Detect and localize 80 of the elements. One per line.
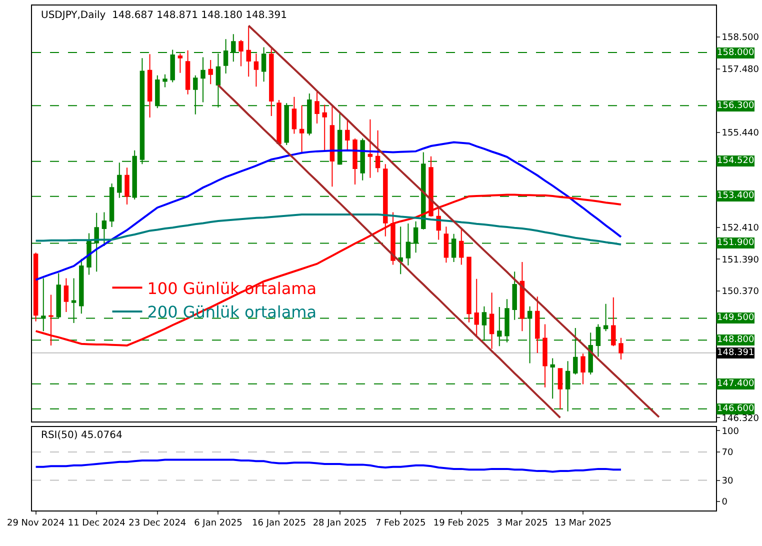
y-tick-label: 152.410 bbox=[722, 223, 760, 234]
candlestick bbox=[200, 56, 206, 103]
ref-line-label: 154.520 bbox=[717, 156, 754, 166]
candlestick bbox=[208, 60, 213, 85]
y-tick-label: 100 bbox=[722, 426, 740, 437]
y-tick-label: 155.440 bbox=[722, 128, 760, 139]
candlestick bbox=[466, 256, 472, 323]
ref-line-label: 146.600 bbox=[717, 404, 754, 414]
candlestick bbox=[558, 368, 563, 410]
ref-line-label: 147.400 bbox=[717, 379, 754, 389]
ref-line-label: 151.900 bbox=[717, 238, 754, 248]
y-tick-label: 150.370 bbox=[722, 287, 760, 298]
y-tick-label: 0 bbox=[722, 498, 728, 508]
candlestick bbox=[117, 162, 122, 198]
x-tick-label: 19 Feb 2025 bbox=[433, 518, 490, 528]
candlestick bbox=[330, 106, 335, 188]
y-tick-label: 70 bbox=[722, 448, 734, 458]
y-tick-label: 158.500 bbox=[722, 33, 760, 44]
y-tick-label: 146.320 bbox=[722, 414, 760, 424]
candlestick bbox=[276, 100, 282, 146]
candlestick bbox=[79, 258, 84, 314]
x-tick-label: 11 Dec 2024 bbox=[68, 518, 126, 528]
x-tick-label: 16 Jan 2025 bbox=[252, 518, 306, 528]
candlestick bbox=[299, 104, 304, 154]
candlestick bbox=[611, 296, 616, 347]
ref-line-label: 148.391 bbox=[717, 348, 754, 358]
candlestick bbox=[489, 292, 494, 350]
legend-label: 100 Günlük ortalama bbox=[147, 278, 317, 298]
x-tick-label: 29 Nov 2024 bbox=[6, 518, 65, 528]
candlestick bbox=[223, 38, 228, 74]
candlestick bbox=[352, 138, 358, 185]
ref-line-label: 149.500 bbox=[717, 313, 754, 323]
candlestick bbox=[459, 228, 464, 266]
candlestick bbox=[580, 353, 586, 385]
y-tick-label: 30 bbox=[722, 476, 734, 486]
candlestick bbox=[314, 91, 320, 124]
candlestick bbox=[520, 261, 525, 332]
candlestick bbox=[565, 360, 570, 412]
candlestick bbox=[64, 278, 69, 313]
candlestick bbox=[618, 337, 624, 360]
x-tick-label: 3 Mar 2025 bbox=[496, 518, 548, 528]
x-tick-label: 23 Dec 2024 bbox=[128, 518, 186, 528]
candlestick bbox=[162, 74, 168, 88]
candlestick bbox=[345, 120, 350, 150]
x-tick-label: 28 Jan 2025 bbox=[312, 518, 367, 528]
candlestick bbox=[178, 52, 183, 74]
candlestick bbox=[33, 252, 38, 322]
y-tick-label: 151.390 bbox=[722, 255, 760, 266]
x-tick-label: 6 Jan 2025 bbox=[194, 518, 242, 528]
x-tick-label: 13 Mar 2025 bbox=[554, 518, 612, 528]
candlestick bbox=[444, 226, 449, 264]
candlestick bbox=[542, 324, 548, 388]
candlestick bbox=[254, 52, 259, 88]
chart-title: RSI(50) 45.0764 bbox=[41, 430, 122, 441]
candlestick bbox=[238, 40, 244, 67]
ref-line-label: 148.800 bbox=[717, 335, 754, 345]
candlestick bbox=[170, 49, 175, 83]
candlestick bbox=[390, 212, 396, 266]
candlestick bbox=[269, 48, 274, 116]
candlestick bbox=[292, 96, 297, 134]
candlestick bbox=[421, 152, 426, 230]
candlestick bbox=[474, 278, 479, 337]
line-series bbox=[34, 141, 622, 281]
candlestick bbox=[185, 50, 190, 95]
candlestick bbox=[124, 167, 130, 205]
ref-line-label: 153.400 bbox=[717, 191, 754, 201]
candlestick bbox=[322, 104, 327, 152]
x-tick-label: 7 Feb 2025 bbox=[375, 518, 426, 528]
candlestick bbox=[246, 26, 251, 78]
y-tick-label: 157.480 bbox=[722, 64, 760, 75]
line-series bbox=[34, 458, 622, 473]
candlestick bbox=[368, 118, 373, 178]
chart-title: USDJPY,Daily 148.687 148.871 148.180 148.391 bbox=[41, 10, 288, 21]
candlestick bbox=[512, 271, 517, 320]
ref-line-label: 158.000 bbox=[717, 48, 754, 58]
line-series bbox=[34, 213, 622, 246]
candlestick bbox=[375, 130, 380, 173]
ref-line-label: 156.300 bbox=[717, 101, 754, 111]
candlestick bbox=[147, 54, 152, 118]
candlestick bbox=[535, 296, 540, 354]
